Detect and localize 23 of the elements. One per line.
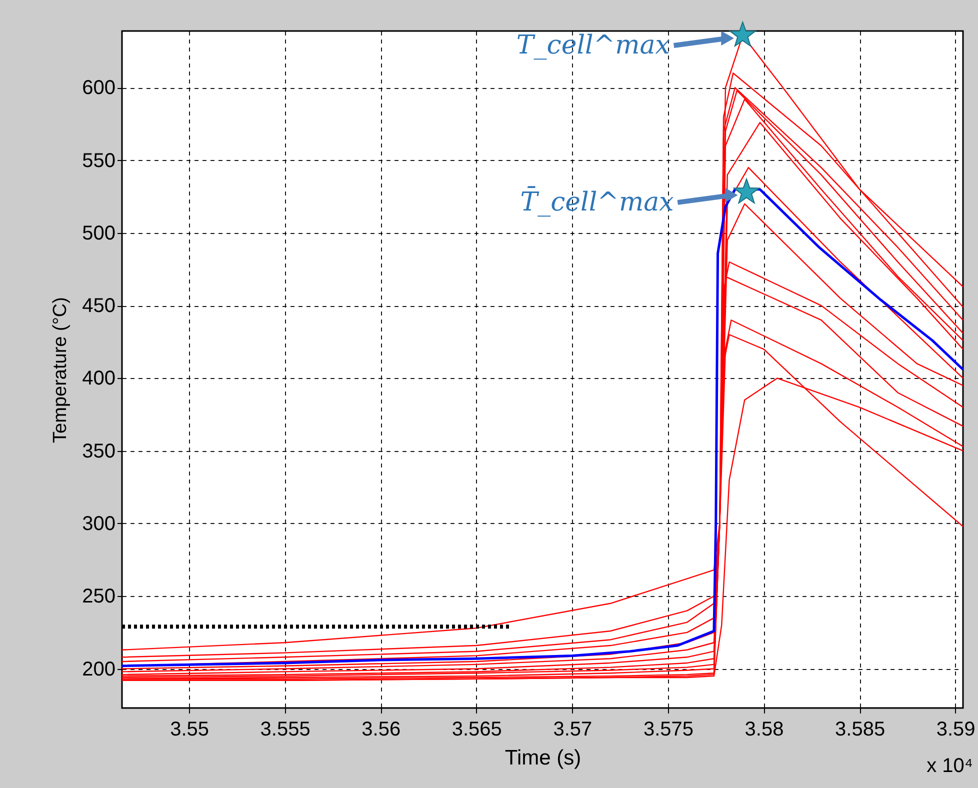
y-tick-label: 250 xyxy=(82,586,116,608)
x-tick-label: 3.575 xyxy=(643,718,694,740)
x-tick-label: 3.565 xyxy=(452,718,502,740)
y-tick-label: 450 xyxy=(82,295,116,318)
x-tick-label: 3.55 xyxy=(170,718,210,740)
x-tick-label: 3.585 xyxy=(835,718,886,740)
y-tick-label: 600 xyxy=(82,77,116,100)
y-tick-label: 500 xyxy=(82,222,116,244)
y-tick-label: 300 xyxy=(82,512,116,535)
annotation: T_cell^max xyxy=(516,30,670,61)
x-tick-label: 3.56 xyxy=(362,718,401,740)
y-tick-label: 350 xyxy=(82,440,116,462)
annotation: T̄_cell^max xyxy=(520,186,674,218)
y-tick-label: 400 xyxy=(82,368,116,390)
x-tick-label: 3.57 xyxy=(553,718,592,740)
x-tick-label: 3.555 xyxy=(260,718,310,740)
x-tick-label: 3.58 xyxy=(744,718,784,740)
y-axis-title: Temperature (°C) xyxy=(50,297,72,443)
x-tick-label: 3.59 xyxy=(936,718,976,740)
x-axis-title: Time (s) xyxy=(504,746,582,770)
text: x 10⁴ xyxy=(926,755,973,777)
y-tick-label: 200 xyxy=(82,658,116,680)
y-tick-label: 550 xyxy=(82,150,116,172)
